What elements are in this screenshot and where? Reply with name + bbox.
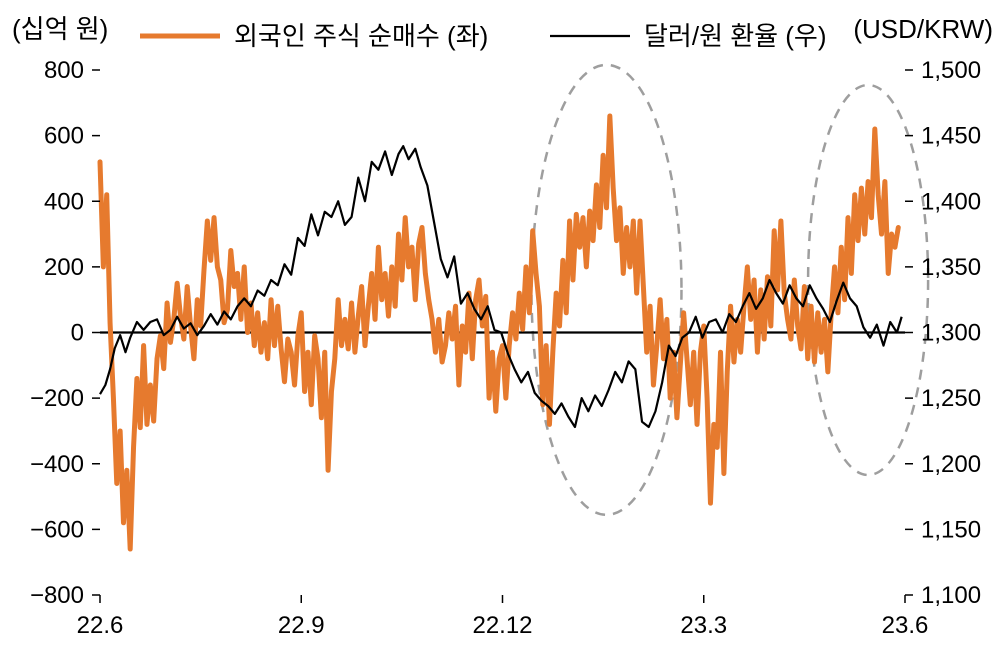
ytick-left-label: 0 — [71, 320, 84, 347]
ytick-left-label: −400 — [30, 451, 84, 478]
xtick-label: 22.6 — [77, 612, 124, 639]
ytick-right-label: 1,100 — [921, 582, 981, 609]
ytick-right-label: 1,250 — [921, 385, 981, 412]
ytick-left-label: 400 — [44, 188, 84, 215]
ytick-left-label: −200 — [30, 385, 84, 412]
ytick-left-label: 800 — [44, 57, 84, 84]
ytick-right-label: 1,500 — [921, 57, 981, 84]
xtick-label: 22.12 — [472, 612, 532, 639]
xtick-label: 23.6 — [882, 612, 929, 639]
ytick-left-label: 600 — [44, 123, 84, 150]
chart-root: (십억 원) (USD/KRW) 외국인 주식 순매수 (좌) 달러/원 환율 (우)… — [0, 0, 1001, 654]
chart-svg: (십억 원) (USD/KRW) 외국인 주식 순매수 (좌) 달러/원 환율 (우)… — [0, 0, 1001, 654]
left-axis-title: (십억 원) — [12, 14, 108, 44]
chart-bg — [0, 0, 1001, 654]
ytick-right-label: 1,200 — [921, 451, 981, 478]
ytick-right-label: 1,450 — [921, 123, 981, 150]
ytick-right-label: 1,400 — [921, 188, 981, 215]
xtick-label: 23.3 — [680, 612, 727, 639]
ytick-right-label: 1,300 — [921, 320, 981, 347]
xtick-label: 22.9 — [278, 612, 325, 639]
legend-label-orange: 외국인 주식 순매수 (좌) — [234, 21, 488, 51]
ytick-right-label: 1,350 — [921, 254, 981, 281]
ytick-left-label: −600 — [30, 516, 84, 543]
legend-label-black: 달러/원 환율 (우) — [644, 21, 827, 51]
right-axis-title: (USD/KRW) — [853, 14, 993, 44]
ytick-right-label: 1,150 — [921, 516, 981, 543]
ytick-left-label: 200 — [44, 254, 84, 281]
ytick-left-label: −800 — [30, 582, 84, 609]
